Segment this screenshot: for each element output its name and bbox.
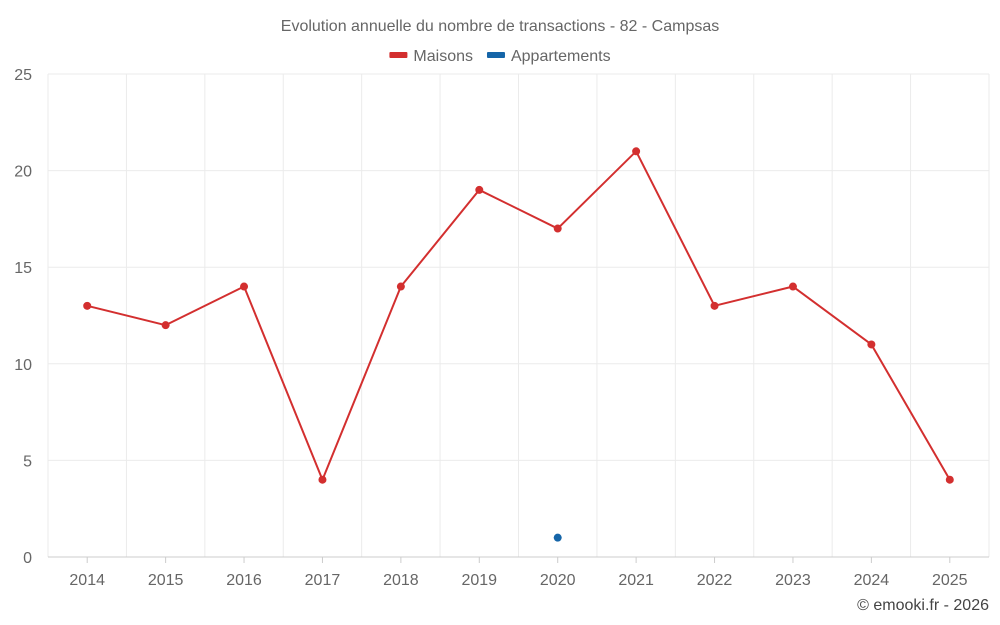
x-tick-label: 2019	[461, 572, 497, 589]
x-tick-label: 2022	[697, 572, 733, 589]
y-tick-label: 0	[23, 550, 32, 567]
data-point[interactable]	[396, 282, 405, 291]
data-point[interactable]	[710, 301, 719, 310]
legend-item-maisons[interactable]: Maisons	[389, 48, 473, 65]
data-point[interactable]	[83, 301, 92, 310]
data-point[interactable]	[475, 185, 484, 194]
y-tick-label: 5	[23, 453, 32, 470]
legend-swatch	[486, 52, 505, 58]
x-tick-label: 2025	[932, 572, 968, 589]
y-tick-label: 10	[14, 357, 32, 374]
x-tick-label: 2014	[69, 572, 105, 589]
data-point[interactable]	[240, 282, 249, 291]
data-point[interactable]	[318, 475, 327, 484]
x-tick-label: 2024	[854, 572, 890, 589]
y-tick-label: 20	[14, 164, 32, 181]
data-point[interactable]	[867, 340, 876, 349]
data-point[interactable]	[161, 321, 170, 330]
chart-title: Evolution annuelle du nombre de transact…	[281, 18, 719, 35]
x-tick-label: 2017	[305, 572, 341, 589]
data-point[interactable]	[553, 533, 562, 542]
data-point[interactable]	[788, 282, 797, 291]
x-tick-label: 2018	[383, 572, 419, 589]
legend-swatch	[389, 52, 408, 58]
data-point[interactable]	[553, 224, 562, 233]
credit: © emooki.fr - 2026	[857, 597, 989, 614]
x-tick-label: 2020	[540, 572, 576, 589]
x-tick-label: 2021	[618, 572, 654, 589]
y-tick-label: 25	[14, 67, 32, 84]
data-point[interactable]	[945, 475, 954, 484]
x-tick-label: 2023	[775, 572, 811, 589]
series-appartements	[553, 533, 562, 542]
grid	[47, 73, 990, 557]
x-tick-label: 2016	[226, 572, 262, 589]
series-maisons	[83, 147, 954, 484]
legend: Maisons Appartements	[389, 48, 611, 65]
legend-item-appartements[interactable]: Appartements	[486, 48, 611, 65]
legend-label: Appartements	[511, 48, 611, 65]
data-point[interactable]	[632, 147, 641, 156]
series-layer	[83, 147, 954, 542]
series-line	[86, 150, 951, 481]
x-tick-label: 2015	[148, 572, 184, 589]
y-tick-label: 15	[14, 260, 32, 277]
legend-label: Maisons	[413, 48, 473, 65]
